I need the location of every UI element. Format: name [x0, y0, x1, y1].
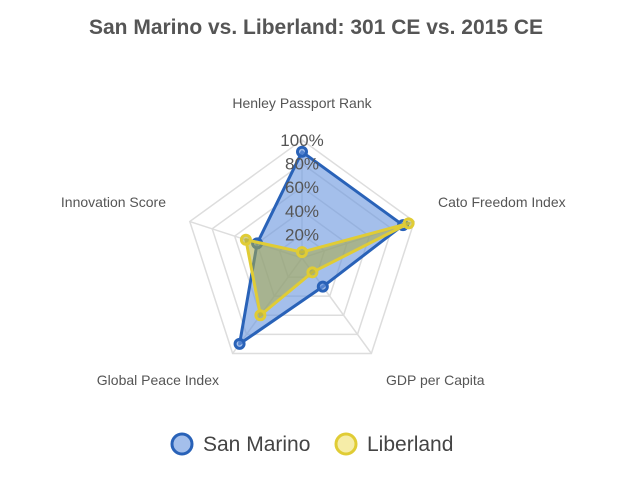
legend-marker-liberland — [334, 432, 358, 456]
legend-label-san-marino: San Marino — [203, 433, 310, 456]
point-liberland-0[interactable] — [296, 246, 308, 259]
series-area-liberland — [244, 221, 411, 317]
point-liberland-1[interactable] — [402, 217, 415, 230]
tick-label-1: 20% — [285, 225, 319, 244]
point-san-marino-0[interactable] — [296, 145, 308, 158]
axis-label-global-peace-index: Global Peace Index — [97, 372, 219, 388]
point-liberland-3[interactable] — [254, 309, 267, 322]
point-san-marino-2[interactable] — [316, 280, 329, 293]
tick-label-2: 40% — [285, 202, 319, 221]
legend-item-liberland[interactable]: Liberland — [334, 432, 453, 456]
legend: San Marino Liberland — [170, 432, 453, 456]
axis-label-henley-passport-rank: Henley Passport Rank — [232, 95, 372, 111]
radial-ticks: 20% 40% 60% 80% 100% — [280, 131, 323, 244]
point-liberland-4[interactable] — [239, 233, 252, 246]
grid-ring-5 — [188, 139, 416, 355]
point-san-marino-3[interactable] — [233, 337, 246, 350]
axis-label-cato-freedom-index: Cato Freedom Index — [438, 194, 566, 210]
point-liberland-2[interactable] — [306, 266, 319, 279]
legend-item-san-marino[interactable]: San Marino — [170, 432, 310, 456]
legend-label-liberland: Liberland — [367, 433, 453, 456]
tick-label-4: 80% — [285, 155, 319, 174]
tick-label-3: 60% — [285, 178, 319, 197]
chart-title: San Marino vs. Liberland: 301 CE vs. 201… — [89, 16, 543, 39]
legend-marker-san-marino — [170, 432, 194, 456]
series-layer — [233, 145, 415, 350]
tick-label-5: 100% — [280, 131, 323, 150]
axis-label-gdp-per-capita: GDP per Capita — [386, 372, 485, 388]
axis-label-innovation-score: Innovation Score — [61, 194, 166, 210]
